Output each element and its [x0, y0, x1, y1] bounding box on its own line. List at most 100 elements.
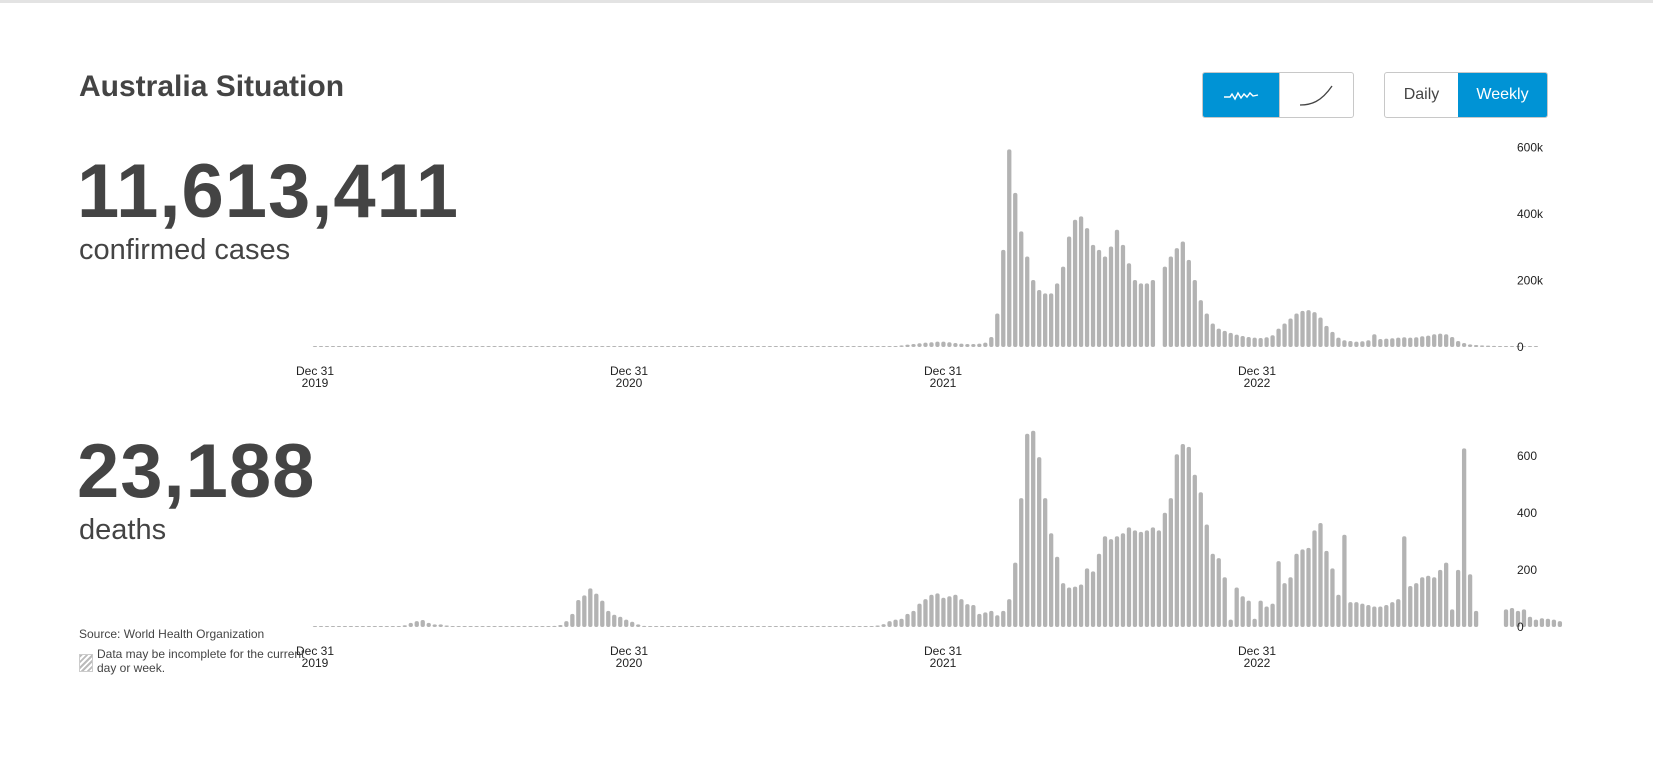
bar[interactable]: [624, 619, 629, 627]
bar[interactable]: [348, 626, 354, 627]
bar[interactable]: [1043, 498, 1048, 627]
bar[interactable]: [701, 626, 707, 627]
bar[interactable]: [588, 346, 593, 347]
bar[interactable]: [773, 346, 778, 347]
bar[interactable]: [504, 346, 509, 347]
bar[interactable]: [324, 626, 330, 627]
bar[interactable]: [1432, 577, 1437, 627]
bar[interactable]: [821, 346, 826, 347]
bar[interactable]: [1354, 341, 1359, 347]
bar[interactable]: [1318, 317, 1323, 347]
bar[interactable]: [833, 626, 838, 627]
bar[interactable]: [911, 610, 916, 627]
bar[interactable]: [893, 619, 898, 627]
bar[interactable]: [737, 626, 743, 627]
bar[interactable]: [396, 346, 401, 347]
bar[interactable]: [1438, 333, 1443, 347]
bar[interactable]: [929, 594, 934, 627]
bar[interactable]: [1216, 558, 1221, 627]
bar[interactable]: [815, 626, 820, 627]
bar[interactable]: [1054, 283, 1060, 347]
bar[interactable]: [1503, 346, 1509, 348]
bar[interactable]: [1013, 192, 1018, 347]
bar[interactable]: [953, 342, 958, 347]
bar[interactable]: [444, 346, 449, 347]
bar[interactable]: [761, 626, 767, 627]
bar[interactable]: [827, 626, 832, 627]
bar[interactable]: [1330, 568, 1335, 627]
bar[interactable]: [1108, 246, 1114, 348]
bar[interactable]: [767, 346, 773, 347]
bar[interactable]: [1390, 602, 1395, 627]
bar[interactable]: [474, 346, 479, 347]
bar[interactable]: [1491, 345, 1497, 347]
bar[interactable]: [1467, 344, 1473, 347]
bar[interactable]: [342, 626, 348, 627]
bar[interactable]: [839, 626, 844, 627]
bar[interactable]: [743, 346, 749, 347]
bar[interactable]: [671, 346, 677, 347]
bar[interactable]: [420, 346, 425, 347]
bar[interactable]: [707, 346, 713, 347]
bar[interactable]: [630, 621, 635, 627]
bar[interactable]: [1420, 577, 1425, 627]
bar[interactable]: [1426, 335, 1431, 347]
bar[interactable]: [911, 343, 916, 347]
bar[interactable]: [1126, 263, 1132, 347]
bar[interactable]: [1366, 340, 1371, 347]
bar[interactable]: [1354, 602, 1359, 627]
bar[interactable]: [899, 345, 904, 347]
bar[interactable]: [809, 346, 814, 347]
bar[interactable]: [1228, 332, 1233, 347]
bar[interactable]: [1390, 338, 1395, 347]
bar[interactable]: [935, 341, 940, 347]
bar[interactable]: [312, 626, 318, 627]
bar[interactable]: [827, 346, 832, 347]
bar[interactable]: [1156, 530, 1162, 627]
bar[interactable]: [456, 346, 461, 347]
bar[interactable]: [552, 346, 557, 347]
bar[interactable]: [713, 626, 719, 627]
bar[interactable]: [636, 624, 641, 627]
bar[interactable]: [582, 595, 587, 627]
bar[interactable]: [378, 346, 383, 347]
bar[interactable]: [779, 346, 784, 347]
bar[interactable]: [845, 346, 850, 347]
bar[interactable]: [1497, 346, 1503, 348]
bar[interactable]: [1198, 492, 1203, 627]
bar[interactable]: [318, 346, 324, 347]
bar[interactable]: [1096, 249, 1102, 347]
bar[interactable]: [582, 346, 587, 347]
bar[interactable]: [1485, 345, 1491, 347]
bar[interactable]: [1072, 586, 1078, 627]
bar[interactable]: [360, 346, 366, 347]
bar[interactable]: [1240, 596, 1245, 627]
bar[interactable]: [839, 346, 844, 347]
bar[interactable]: [947, 596, 952, 627]
bar[interactable]: [576, 600, 581, 627]
bar[interactable]: [450, 346, 455, 347]
bar[interactable]: [516, 346, 521, 347]
bar[interactable]: [330, 626, 336, 627]
bar[interactable]: [935, 593, 940, 627]
bar[interactable]: [1186, 446, 1191, 627]
bar[interactable]: [1234, 334, 1239, 347]
bar[interactable]: [366, 346, 372, 347]
bar[interactable]: [1282, 583, 1287, 627]
bar[interactable]: [600, 346, 605, 347]
bar[interactable]: [1473, 610, 1479, 627]
bar[interactable]: [516, 626, 521, 627]
bar[interactable]: [1545, 618, 1551, 627]
bar[interactable]: [1264, 337, 1269, 347]
bar[interactable]: [1539, 618, 1545, 627]
bar[interactable]: [366, 626, 372, 627]
bar[interactable]: [1126, 527, 1132, 627]
bar[interactable]: [1258, 337, 1263, 347]
bar[interactable]: [1090, 571, 1096, 627]
bar[interactable]: [773, 626, 778, 627]
bar[interactable]: [1348, 602, 1353, 627]
bar[interactable]: [450, 626, 455, 627]
bar[interactable]: [1402, 536, 1407, 627]
bar[interactable]: [905, 613, 910, 627]
bar[interactable]: [1180, 443, 1185, 627]
